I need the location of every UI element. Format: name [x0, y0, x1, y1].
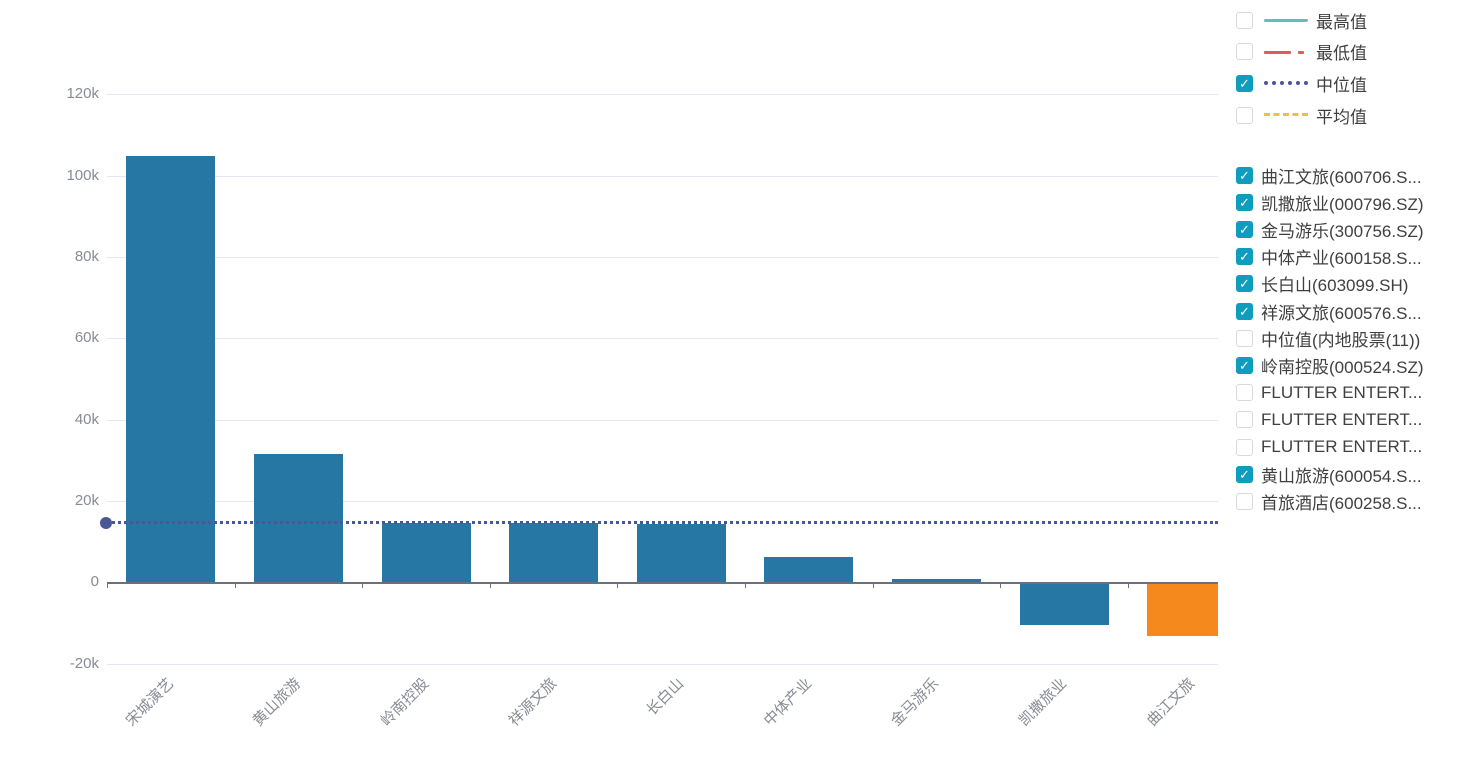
x-axis-line: [107, 582, 1218, 584]
gridline: [107, 419, 1218, 421]
legend-series-item[interactable]: ✓ 金马游乐(300756.SZ): [1236, 218, 1424, 241]
checkbox-checked-icon[interactable]: ✓: [1236, 74, 1253, 92]
legend-series-label: 岭南控股(000524.SZ): [1261, 357, 1424, 377]
checkbox-unchecked-icon[interactable]: [1236, 11, 1253, 29]
legend-series-label: 祥源文旅(600576.S...: [1261, 303, 1422, 323]
legend-series-item[interactable]: 首旅酒店(600258.S...: [1236, 490, 1422, 513]
plot-area: [107, 94, 1218, 670]
line-style-swatch: [1264, 105, 1308, 125]
y-axis-tick-label: 40k: [74, 410, 99, 428]
x-axis-tick: [745, 582, 746, 589]
gridline: [107, 501, 1218, 502]
checkbox-unchecked-icon[interactable]: [1236, 329, 1253, 347]
dashed-line-icon: [1264, 113, 1308, 117]
y-axis-tick-label: 0: [90, 573, 99, 591]
gridline: [107, 257, 1218, 258]
checkbox-unchecked-icon[interactable]: [1236, 492, 1253, 510]
legend-series-label: 中位值(内地股票(11)): [1261, 330, 1421, 350]
legend-series-label: FLUTTER ENTERT...: [1261, 437, 1423, 456]
checkbox-checked-icon[interactable]: ✓: [1236, 302, 1253, 320]
legend-series-label: 金马游乐(300756.SZ): [1261, 221, 1424, 241]
checkbox-checked-icon[interactable]: ✓: [1236, 248, 1253, 266]
legend-series-label: FLUTTER ENTERT...: [1261, 409, 1423, 429]
bar: [891, 579, 981, 583]
legend-stat-label: 最低值: [1316, 44, 1367, 64]
legend-series-item[interactable]: ✓ 中体产业(600158.S...: [1236, 246, 1422, 268]
legend-series-item[interactable]: FLUTTER ENTERT...: [1236, 436, 1422, 458]
x-axis-tick: [362, 582, 364, 589]
median-line-start-dot-icon: [99, 517, 112, 529]
y-axis-tick-label: 100k: [66, 166, 99, 184]
legend-stat-label: 平均值: [1316, 107, 1367, 127]
bar: [509, 523, 599, 583]
checkbox-unchecked-icon[interactable]: [1236, 43, 1253, 61]
bar: [1147, 582, 1218, 637]
x-axis-category-label: 宋城演艺: [122, 675, 177, 730]
legend-series-label: 中体产业(600158.S...: [1261, 249, 1422, 269]
bar: [764, 556, 854, 583]
legend-series-label: 曲江文旅(600706.S...: [1261, 167, 1422, 187]
legend-stat-label: 中位值: [1316, 75, 1367, 95]
x-axis-tick: [1000, 582, 1002, 589]
line-style-swatch: [1264, 73, 1308, 93]
legend-series-label: 凯撒旅业(000796.SZ): [1261, 194, 1424, 214]
bar: [126, 156, 216, 583]
checkbox-unchecked-icon[interactable]: [1236, 438, 1253, 456]
checkbox-checked-icon[interactable]: ✓: [1236, 356, 1253, 374]
checkbox-checked-icon[interactable]: ✓: [1236, 465, 1253, 483]
legend-series-label: 黄山旅游(600054.S...: [1261, 466, 1422, 486]
x-axis-tick: [489, 582, 491, 589]
x-axis-tick: [617, 582, 619, 589]
legend-stat-item[interactable]: 最低值: [1236, 41, 1367, 63]
gridline: [107, 663, 1218, 665]
checkbox-unchecked-icon[interactable]: [1236, 384, 1253, 402]
dotted-line-icon: [1264, 81, 1308, 86]
legend-stat-item[interactable]: 平均值: [1236, 104, 1367, 127]
legend-stat-label: 最高值: [1316, 12, 1367, 32]
legend-stat-item[interactable]: 最高值: [1236, 9, 1367, 32]
y-axis-tick-label: -20k: [69, 654, 99, 672]
y-axis-tick-label: 120k: [66, 85, 99, 103]
legend-series-label: FLUTTER ENTERT...: [1261, 382, 1423, 402]
legend-series-item[interactable]: ✓ 长白山(603099.SH): [1236, 273, 1408, 295]
legend-series-item[interactable]: ✓ 祥源文旅(600576.S...: [1236, 300, 1422, 323]
y-axis-tick-label: 80k: [74, 248, 99, 265]
checkbox-checked-icon[interactable]: ✓: [1236, 220, 1253, 238]
x-axis-tick: [872, 582, 874, 589]
bar: [1019, 582, 1109, 626]
median-line: [107, 521, 1218, 524]
legend-series-item[interactable]: ✓ 曲江文旅(600706.S...: [1236, 164, 1422, 187]
bar: [381, 523, 471, 583]
solid-line-icon: [1264, 19, 1308, 22]
x-axis-tick: [1127, 582, 1129, 589]
dashdot-dot-icon: [1298, 50, 1304, 54]
legend-series-label: 首旅酒店(600258.S...: [1261, 493, 1422, 513]
bar: [253, 454, 343, 583]
checkbox-checked-icon[interactable]: ✓: [1236, 193, 1253, 211]
legend-series-item[interactable]: 中位值(内地股票(11)): [1236, 327, 1421, 350]
bar: [636, 524, 726, 583]
checkbox-unchecked-icon[interactable]: [1236, 411, 1253, 429]
legend-series-item[interactable]: FLUTTER ENTERT...: [1236, 409, 1422, 431]
checkbox-checked-icon[interactable]: ✓: [1236, 275, 1253, 293]
gridline: [107, 338, 1218, 340]
x-axis-tick: [234, 582, 236, 589]
legend-stat-item[interactable]: ✓ 中位值: [1236, 72, 1367, 95]
x-axis-tick: [107, 582, 108, 589]
gridline: [107, 94, 1218, 96]
dashdot-line-icon: [1264, 50, 1291, 54]
line-style-swatch: [1264, 42, 1308, 62]
y-axis-tick-label: 20k: [74, 492, 99, 509]
checkbox-checked-icon[interactable]: ✓: [1236, 166, 1253, 184]
legend-series-item[interactable]: FLUTTER ENTERT...: [1236, 382, 1422, 404]
checkbox-unchecked-icon[interactable]: [1236, 106, 1253, 124]
legend-series-item[interactable]: ✓ 岭南控股(000524.SZ): [1236, 354, 1424, 377]
gridline: [107, 175, 1218, 177]
legend-series-item[interactable]: ✓ 凯撒旅业(000796.SZ): [1236, 191, 1424, 214]
y-axis-tick-label: 60k: [74, 329, 99, 347]
line-style-swatch: [1264, 10, 1308, 30]
legend-series-item[interactable]: ✓ 黄山旅游(600054.S...: [1236, 463, 1422, 486]
legend-series-label: 长白山(603099.SH): [1261, 276, 1409, 296]
